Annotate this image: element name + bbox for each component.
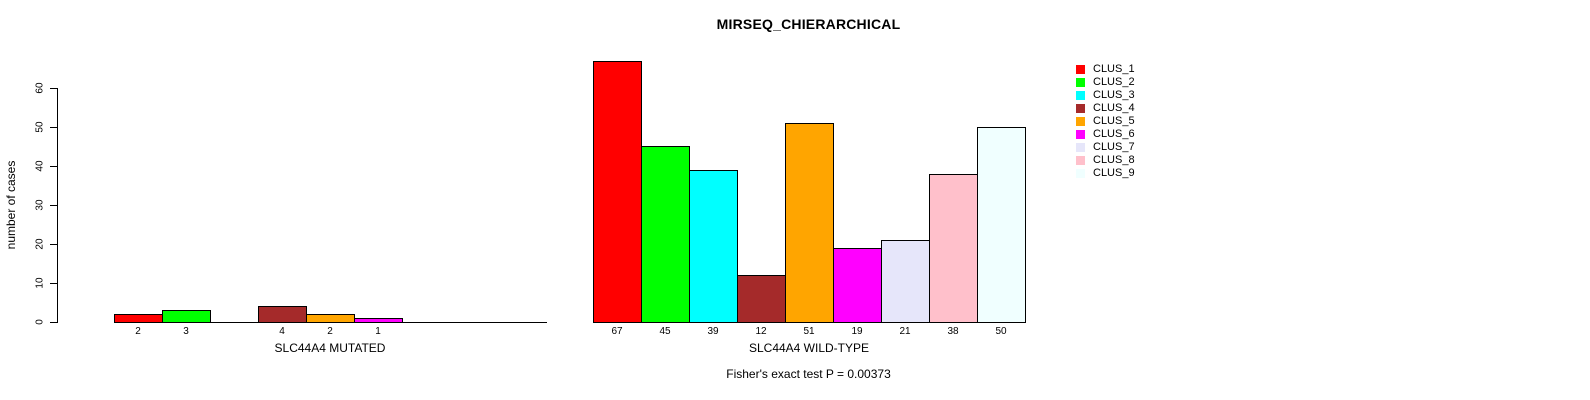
y-axis-tick — [50, 88, 57, 89]
legend-swatch — [1076, 65, 1085, 74]
bar-value-label: 4 — [279, 326, 285, 337]
legend-label: CLUS_5 — [1093, 115, 1135, 127]
y-axis-tick-label: 30 — [34, 199, 46, 211]
bar-value-label: 1 — [375, 326, 381, 337]
bar — [258, 306, 307, 323]
legend-swatch — [1076, 104, 1085, 113]
legend-swatch — [1076, 143, 1085, 152]
legend-label: CLUS_6 — [1093, 128, 1135, 140]
bar-value-label: 3 — [183, 326, 189, 337]
legend-swatch — [1076, 156, 1085, 165]
bar — [641, 146, 690, 323]
legend-row: CLUS_2 — [1076, 76, 1135, 89]
x-axis-group-label: SLC44A4 MUTATED — [274, 341, 386, 355]
bar — [977, 127, 1026, 323]
bar — [689, 170, 738, 323]
bar-value-label: 38 — [947, 326, 959, 337]
bar — [929, 174, 978, 323]
legend-label: CLUS_9 — [1093, 167, 1135, 179]
bar — [354, 318, 403, 323]
legend-swatch — [1076, 130, 1085, 139]
bar-value-label: 50 — [995, 326, 1007, 337]
bar-value-label: 67 — [611, 326, 623, 337]
y-axis-tick-label: 40 — [34, 160, 46, 172]
bar — [593, 61, 642, 323]
bar-value-label: 2 — [327, 326, 333, 337]
legend-label: CLUS_1 — [1093, 63, 1135, 75]
legend-swatch — [1076, 117, 1085, 126]
y-axis-tick — [50, 322, 57, 323]
legend-row: CLUS_8 — [1076, 154, 1135, 167]
legend-row: CLUS_4 — [1076, 102, 1135, 115]
y-axis-tick-label: 20 — [34, 238, 46, 250]
bar — [306, 314, 355, 323]
bar-value-label: 39 — [707, 326, 719, 337]
bar-value-label: 51 — [803, 326, 815, 337]
bar — [737, 275, 786, 323]
legend-row: CLUS_6 — [1076, 128, 1135, 141]
legend-label: CLUS_2 — [1093, 76, 1135, 88]
legend-label: CLUS_3 — [1093, 89, 1135, 101]
y-axis-label: number of cases — [4, 160, 18, 250]
y-axis-tick — [50, 127, 57, 128]
legend-row: CLUS_5 — [1076, 115, 1135, 128]
y-axis-line — [57, 88, 58, 323]
legend-row: CLUS_9 — [1076, 167, 1135, 180]
bar — [162, 310, 211, 323]
bar-value-label: 21 — [899, 326, 911, 337]
y-axis-tick-label: 60 — [34, 82, 46, 94]
fisher-test-annotation: Fisher's exact test P = 0.00373 — [726, 367, 891, 381]
chart-title: MIRSEQ_CHIERARCHICAL — [716, 16, 901, 32]
legend-swatch — [1076, 78, 1085, 87]
legend-swatch — [1076, 169, 1085, 178]
legend-row: CLUS_7 — [1076, 141, 1135, 154]
bar — [785, 123, 834, 323]
x-axis-group-label: SLC44A4 WILD-TYPE — [748, 341, 870, 355]
bar — [833, 248, 882, 323]
y-axis-tick-label: 0 — [34, 319, 46, 325]
legend: CLUS_1 CLUS_2 CLUS_3 CLUS_4 CLUS_5 CLUS_6 CLUS… — [1076, 63, 1135, 180]
y-axis-tick-label: 50 — [34, 121, 46, 133]
y-axis-tick — [50, 283, 57, 284]
bar-value-label: 45 — [659, 326, 671, 337]
legend-row: CLUS_1 — [1076, 63, 1135, 76]
bar-value-label: 12 — [755, 326, 767, 337]
bar-value-label: 2 — [135, 326, 141, 337]
bar — [881, 240, 930, 323]
y-axis-tick — [50, 166, 57, 167]
bar — [114, 314, 163, 323]
y-axis-tick-label: 10 — [34, 277, 46, 289]
legend-label: CLUS_8 — [1093, 154, 1135, 166]
bar-value-label: 19 — [851, 326, 863, 337]
legend-swatch — [1076, 91, 1085, 100]
legend-label: CLUS_4 — [1093, 102, 1135, 114]
legend-row: CLUS_3 — [1076, 89, 1135, 102]
y-axis-tick — [50, 244, 57, 245]
legend-label: CLUS_7 — [1093, 141, 1135, 153]
y-axis-tick — [50, 205, 57, 206]
